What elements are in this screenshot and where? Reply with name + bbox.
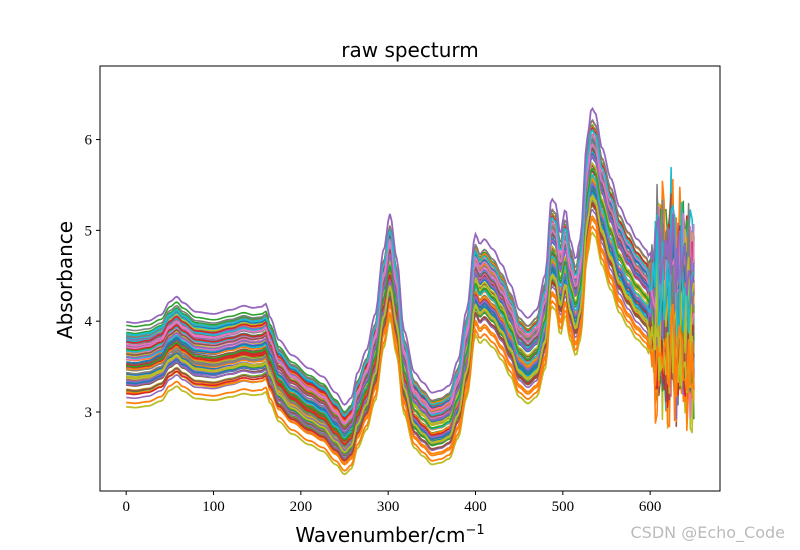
x-tick-label: 200 <box>290 499 313 515</box>
spectrum-line <box>126 197 695 453</box>
spectrum-line-top-purple <box>126 106 695 406</box>
chart-title: raw specturm <box>341 38 478 62</box>
x-tick-label: 300 <box>377 499 400 515</box>
x-axis-label: Wavenumber/cm−1 <box>295 523 484 547</box>
x-tick-label: 400 <box>464 499 487 515</box>
y-tick-label: 5 <box>85 223 93 239</box>
spectrum-line-bottom-orange <box>126 225 695 472</box>
x-axis-label-text: Wavenumber/cm <box>295 523 465 547</box>
x-tick-label: 100 <box>202 499 225 515</box>
series-group <box>126 106 695 476</box>
x-tick-label: 600 <box>639 499 662 515</box>
spectrum-line <box>126 167 695 441</box>
plot-frame <box>99 65 721 492</box>
y-tick-label: 4 <box>85 314 93 330</box>
watermark: CSDN @Echo_Code <box>631 523 786 543</box>
y-tick-label: 6 <box>85 133 93 149</box>
x-tick-label: 500 <box>552 499 575 515</box>
y-axis: 3 4 5 6 <box>85 133 100 421</box>
spectrum-line <box>126 215 695 464</box>
y-axis-label: Absorbance <box>53 221 77 339</box>
x-tick-label: 0 <box>122 499 130 515</box>
x-axis-label-superscript: −1 <box>466 523 485 538</box>
spectrum-line <box>126 129 695 417</box>
spectrum-line <box>126 143 695 425</box>
spectrum-line <box>126 154 695 433</box>
spectrum-line <box>126 204 695 461</box>
x-axis: 0 100 200 300 400 500 600 <box>122 491 661 515</box>
y-tick-label: 3 <box>85 405 93 421</box>
